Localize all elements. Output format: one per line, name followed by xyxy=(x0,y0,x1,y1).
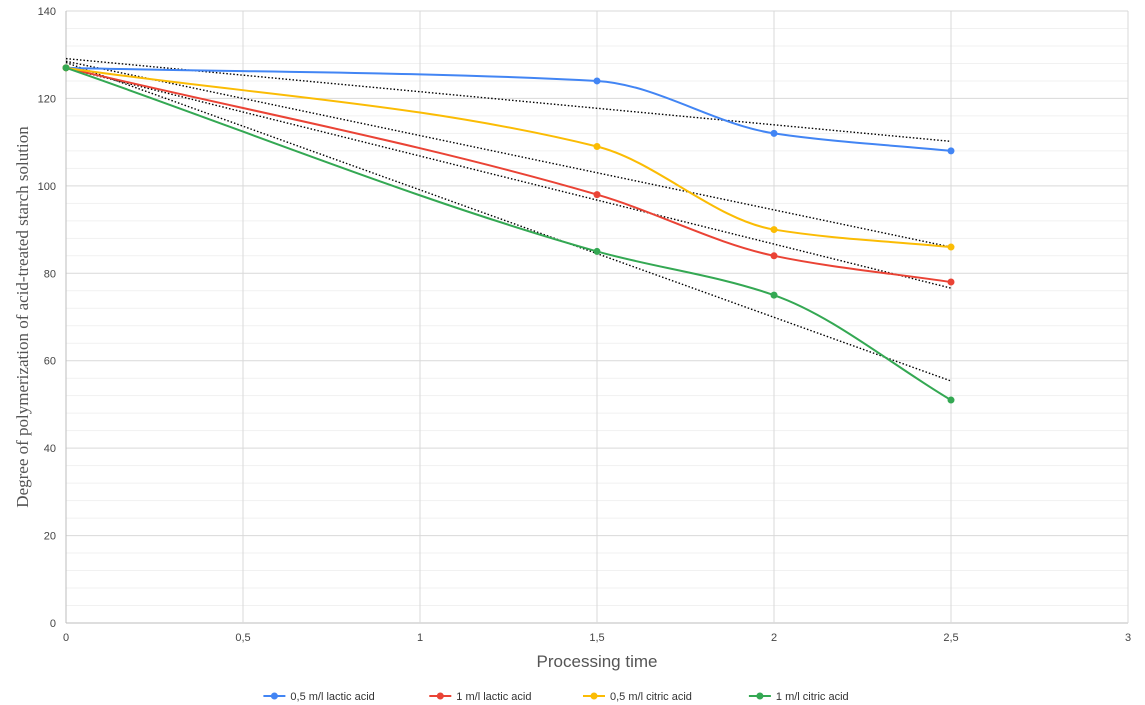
trendline xyxy=(65,60,952,248)
legend-item: 0,5 m/l lactic acid xyxy=(263,691,375,703)
y-tick-label: 120 xyxy=(38,93,56,105)
data-point xyxy=(593,143,601,151)
data-point xyxy=(947,243,955,251)
y-tick-label: 60 xyxy=(44,356,56,368)
data-point xyxy=(947,147,955,155)
x-tick-label: 2,5 xyxy=(943,632,958,644)
data-point xyxy=(770,291,778,299)
x-axis-ticks: 0 0,5 1 1,5 2 2,5 3 xyxy=(63,632,1131,644)
series-line xyxy=(65,66,952,152)
series-lines xyxy=(65,66,952,401)
legend-label: 0,5 m/l citric acid xyxy=(610,691,692,703)
data-point xyxy=(770,252,778,260)
y-axis-ticks: 0 20 40 60 80 100 120 140 xyxy=(38,6,56,630)
x-tick-label: 0,5 xyxy=(235,632,250,644)
series-points xyxy=(62,64,955,404)
series-line xyxy=(65,66,952,284)
y-tick-label: 40 xyxy=(44,443,56,455)
x-tick-label: 1 xyxy=(417,632,423,644)
y-tick-label: 20 xyxy=(44,531,56,543)
data-point xyxy=(947,396,955,404)
y-axis-title: Degree of polymerization of acid-treated… xyxy=(13,126,32,508)
trendline xyxy=(65,61,952,382)
x-axis-title: Processing time xyxy=(537,652,658,671)
data-point xyxy=(770,226,778,234)
legend: 0,5 m/l lactic acid 1 m/l lactic acid 0,5 … xyxy=(263,691,849,703)
y-tick-label: 80 xyxy=(44,268,56,280)
y-tick-label: 100 xyxy=(38,181,56,193)
legend-label: 1 m/l citric acid xyxy=(776,691,849,703)
data-point xyxy=(593,191,601,199)
legend-swatch-point xyxy=(590,692,598,700)
x-tick-label: 1,5 xyxy=(589,632,604,644)
x-tick-label: 3 xyxy=(1125,632,1131,644)
data-point xyxy=(947,278,955,286)
data-point xyxy=(593,247,601,255)
data-point xyxy=(593,77,601,85)
major-gridlines xyxy=(65,10,1129,624)
x-tick-label: 2 xyxy=(771,632,777,644)
x-tick-label: 0 xyxy=(63,632,69,644)
y-tick-label: 0 xyxy=(50,618,56,630)
legend-label: 0,5 m/l lactic acid xyxy=(290,691,374,703)
legend-swatch-point xyxy=(756,692,764,700)
legend-swatch-point xyxy=(436,692,444,700)
y-tick-label: 140 xyxy=(38,6,56,18)
legend-item: 1 m/l citric acid xyxy=(748,691,849,703)
legend-item: 0,5 m/l citric acid xyxy=(583,691,692,703)
series-line xyxy=(65,66,952,249)
series-line xyxy=(65,66,952,401)
trendline xyxy=(65,57,952,143)
legend-swatch-point xyxy=(270,692,278,700)
trendline xyxy=(65,67,952,289)
legend-label: 1 m/l lactic acid xyxy=(456,691,531,703)
data-point xyxy=(770,129,778,137)
trendlines xyxy=(65,57,952,382)
legend-item: 1 m/l lactic acid xyxy=(429,691,532,703)
data-point xyxy=(62,64,70,72)
